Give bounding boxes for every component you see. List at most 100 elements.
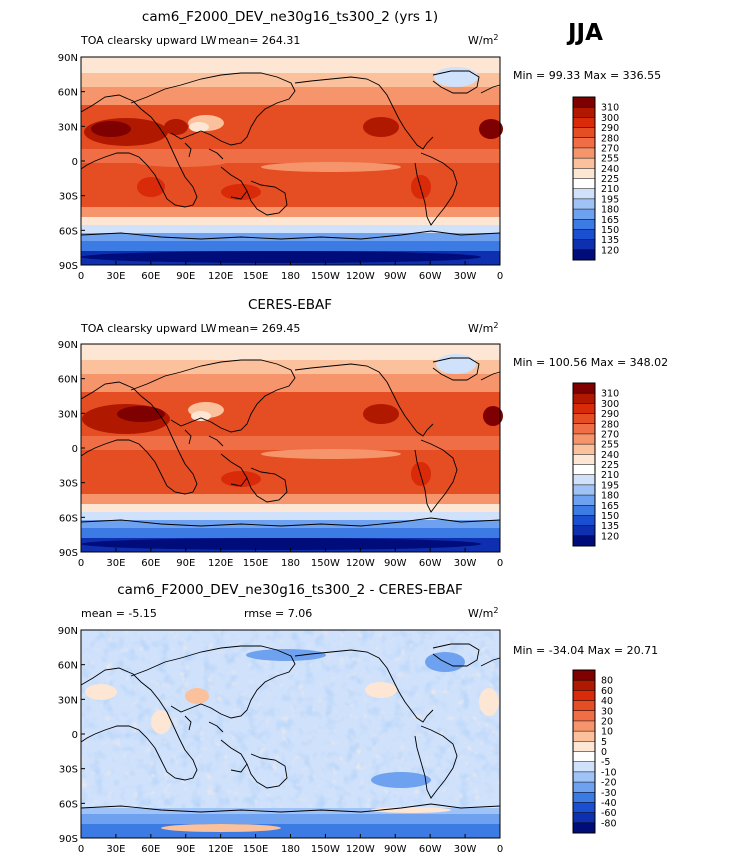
x-tick-label: 180 (281, 844, 300, 855)
colorbar-swatch (573, 137, 595, 149)
mean-label: mean= 264.31 (218, 34, 300, 47)
colorbar-tick-label: -20 (601, 778, 617, 789)
colorbar-swatch (573, 802, 595, 813)
y-tick-label: 90N (58, 53, 78, 64)
colorbar-tick-label: 5 (601, 737, 607, 748)
colorbar-swatch (573, 680, 595, 691)
colorbar-tick-label: 300 (601, 399, 619, 410)
colorbar-tick-label: 20 (601, 716, 613, 727)
colorbar-tick-label: 255 (601, 440, 619, 451)
x-tick-label: 0 (78, 844, 84, 855)
x-tick-label: 0 (497, 271, 503, 282)
colorbar-swatch (573, 454, 595, 465)
panel-title: cam6_F2000_DEV_ne30g16_ts300_2 - CERES-E… (117, 582, 463, 598)
colorbar-swatch (573, 484, 595, 496)
panel-model: cam6_F2000_DEV_ne30g16_ts300_2 (yrs 1) T… (58, 9, 661, 282)
y-tick-label: 0 (72, 157, 78, 168)
colorbar-tick-label: 225 (601, 460, 619, 471)
colorbar-swatch (573, 413, 595, 425)
mean-value: -5.15 (128, 607, 156, 620)
panel-title: cam6_F2000_DEV_ne30g16_ts300_2 (yrs 1) (142, 9, 438, 25)
x-tick-label: 30E (106, 844, 125, 855)
colorbar-swatch (573, 158, 595, 169)
y-axis: 90N 60N 30N 0 30S 60S 90S (58, 53, 85, 272)
colorbar-tick-label: 80 (601, 676, 613, 687)
colorbar-swatch (573, 423, 595, 435)
colorbar-swatch (573, 229, 595, 240)
x-tick-label: 0 (78, 271, 84, 282)
y-tick-label: 60N (58, 375, 78, 386)
colorbar-tick-label: 300 (601, 113, 619, 124)
x-tick-label: 90E (176, 271, 195, 282)
colorbar-tick-label: 210 (601, 184, 619, 195)
y-tick-label: 90S (59, 548, 78, 559)
colorbar-tick-label: -10 (601, 767, 617, 778)
colorbar-tick-label: 180 (601, 491, 619, 502)
y-axis: 90N 60N 30N 0 30S 60S 90S (58, 340, 85, 559)
x-tick-label: 150W (311, 271, 340, 282)
colorbar-tick-label: 150 (601, 511, 619, 522)
units-exp: 2 (493, 606, 498, 615)
colorbar-swatch (573, 403, 595, 414)
rmse-prefix: rmse = (244, 607, 284, 620)
y-tick-label: 60N (58, 661, 78, 672)
x-tick-label: 120E (208, 844, 233, 855)
x-tick-label: 150E (243, 271, 268, 282)
y-tick-label: 60N (58, 88, 78, 99)
colorbar-tick-label: 30 (601, 706, 613, 717)
colorbar-swatch (573, 812, 595, 824)
colorbar-swatch (573, 771, 595, 783)
y-tick-label: 30S (59, 479, 78, 490)
colorbar-tick-label: 165 (601, 501, 619, 512)
colorbar-tick-label: 280 (601, 133, 619, 144)
colorbar-tick-label: 225 (601, 174, 619, 185)
y-tick-label: 30S (59, 765, 78, 776)
y-tick-label: 90S (59, 261, 78, 272)
colorbar-swatch (573, 474, 595, 486)
colorbar-swatch (573, 822, 595, 834)
x-tick-label: 60E (141, 844, 160, 855)
min-max-label: Min = -34.04 Max = 20.71 (513, 644, 658, 657)
colorbar-swatch (573, 107, 595, 118)
colorbar-tick-label: 240 (601, 450, 619, 461)
colorbar-swatch (573, 209, 595, 220)
colorbar-swatch (573, 792, 595, 803)
colorbar-swatch (573, 751, 595, 762)
colorbar-swatch (573, 383, 595, 394)
colorbar-swatch (573, 731, 595, 742)
y-tick-label: 90S (59, 834, 78, 845)
x-tick-label: 30E (106, 558, 125, 569)
units-exp: 2 (493, 33, 498, 42)
colorbar-tick-label: 180 (601, 205, 619, 216)
colorbar: 3103002902802702552402252101951801651501… (572, 96, 619, 261)
y-tick-label: 60S (59, 226, 78, 237)
x-tick-label: 60E (141, 558, 160, 569)
rmse-label: rmse = 7.06 (244, 607, 312, 620)
colorbar-tick-label: 60 (601, 686, 613, 697)
x-tick-label: 30W (454, 558, 477, 569)
mean-value: 264.31 (262, 34, 301, 47)
colorbar-tick-label: 135 (601, 521, 619, 532)
colorbar-swatch (573, 761, 595, 773)
y-axis: 90N 60N 30N 0 30S 60S 90S (58, 626, 85, 845)
x-tick-label: 30W (454, 844, 477, 855)
y-tick-label: 30S (59, 192, 78, 203)
y-tick-label: 60S (59, 799, 78, 810)
map-field (80, 57, 503, 265)
y-tick-label: 30N (58, 122, 78, 133)
y-tick-label: 30N (58, 695, 78, 706)
x-tick-label: 90E (176, 844, 195, 855)
colorbar-swatch (573, 720, 595, 732)
colorbar-swatch (573, 444, 595, 455)
y-tick-label: 30N (58, 409, 78, 420)
colorbar-swatch (573, 782, 595, 793)
x-tick-label: 30W (454, 271, 477, 282)
y-tick-label: 60S (59, 513, 78, 524)
rmse-value: 7.06 (288, 607, 313, 620)
units-text: W/m (468, 34, 493, 47)
x-tick-label: 90E (176, 558, 195, 569)
colorbar-swatch (573, 249, 595, 261)
colorbar-tick-label: -80 (601, 818, 617, 829)
